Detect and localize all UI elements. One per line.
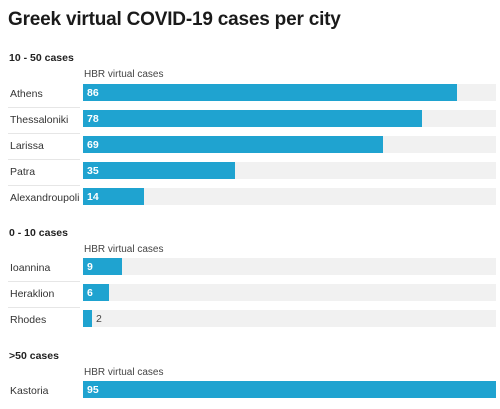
data-label: 86 bbox=[87, 87, 99, 99]
bar bbox=[83, 381, 496, 398]
bar bbox=[83, 110, 422, 127]
bar bbox=[83, 188, 144, 205]
bar bbox=[83, 284, 109, 301]
bar-track: 2 bbox=[83, 310, 496, 327]
chart-title: Greek virtual COVID-19 cases per city bbox=[8, 9, 341, 30]
group-label: 0 - 10 cases bbox=[9, 227, 68, 239]
bar bbox=[83, 136, 383, 153]
category-label: Thessaloniki bbox=[10, 114, 69, 126]
row-divider bbox=[8, 133, 80, 134]
column-header: HBR virtual cases bbox=[84, 244, 164, 255]
data-label: 69 bbox=[87, 139, 99, 151]
data-label: 78 bbox=[87, 113, 99, 125]
row-divider bbox=[8, 307, 80, 308]
data-label: 6 bbox=[87, 287, 93, 299]
category-label: Athens bbox=[10, 88, 43, 100]
bar-track: 9 bbox=[83, 258, 496, 275]
row-divider bbox=[8, 185, 80, 186]
category-label: Rhodes bbox=[10, 314, 47, 326]
bar-track: 69 bbox=[83, 136, 496, 153]
category-label: Kastoria bbox=[10, 385, 49, 397]
bar-row: Alexandroupoli 14 bbox=[0, 186, 500, 212]
data-label: 14 bbox=[87, 191, 99, 203]
bar-row: Patra 35 bbox=[0, 160, 500, 186]
data-label: 9 bbox=[87, 261, 93, 273]
bar-row: Ioannina 9 bbox=[0, 256, 500, 282]
column-header: HBR virtual cases bbox=[84, 69, 164, 80]
category-label: Larissa bbox=[10, 140, 44, 152]
bar-row: Kastoria 95 bbox=[0, 379, 500, 405]
bar bbox=[83, 258, 122, 275]
data-label: 35 bbox=[87, 165, 99, 177]
bar-row: Larissa 69 bbox=[0, 134, 500, 160]
bar bbox=[83, 162, 235, 179]
row-divider bbox=[8, 107, 80, 108]
category-label: Heraklion bbox=[10, 288, 55, 300]
bar bbox=[83, 84, 457, 101]
row-divider bbox=[8, 159, 80, 160]
category-label: Alexandroupoli bbox=[10, 192, 80, 204]
group-label: >50 cases bbox=[9, 350, 59, 362]
bar-row: Rhodes 2 bbox=[0, 308, 500, 334]
column-header: HBR virtual cases bbox=[84, 367, 164, 378]
bar-track: 78 bbox=[83, 110, 496, 127]
bar-track: 35 bbox=[83, 162, 496, 179]
category-label: Ioannina bbox=[10, 262, 51, 274]
data-label: 2 bbox=[96, 313, 102, 325]
bar bbox=[83, 310, 92, 327]
bar-track: 86 bbox=[83, 84, 496, 101]
category-label: Patra bbox=[10, 166, 36, 178]
row-divider bbox=[8, 281, 80, 282]
bar-row: Thessaloniki 78 bbox=[0, 108, 500, 134]
bar-row: Athens 86 bbox=[0, 82, 500, 108]
bar-track: 6 bbox=[83, 284, 496, 301]
data-label: 95 bbox=[87, 384, 99, 396]
group-label: 10 - 50 cases bbox=[9, 52, 74, 64]
bar-track: 95 bbox=[83, 381, 496, 398]
bar-track: 14 bbox=[83, 188, 496, 205]
bar-row: Heraklion 6 bbox=[0, 282, 500, 308]
